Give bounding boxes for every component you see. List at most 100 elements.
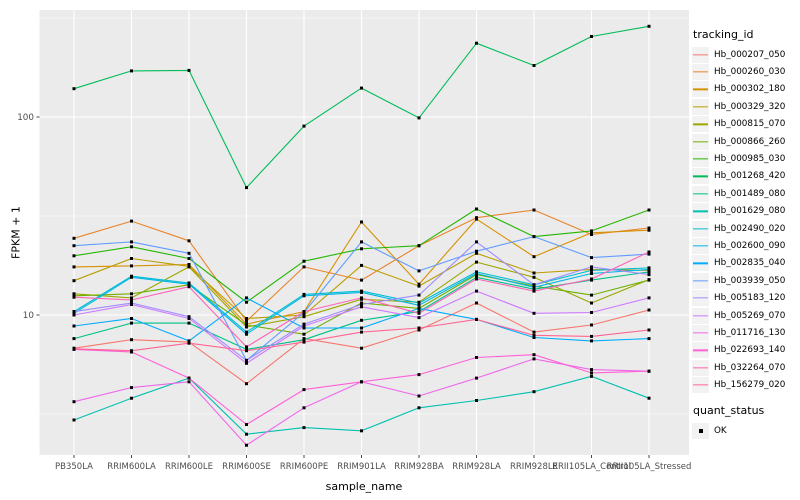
data-point [647,270,651,274]
x-tick-label: RRIM928LA [452,462,501,472]
legend-item: Hb_000866_260 [692,133,800,150]
legend-line-icon [693,88,708,91]
data-point [475,399,478,402]
legend-key-swatch [692,133,709,150]
data-point [245,382,248,386]
data-point [72,311,76,315]
data-point [245,358,248,362]
data-point [532,311,536,315]
y-axis-title: FPKM + 1 [9,206,23,259]
data-point [590,368,593,372]
data-point [417,116,421,120]
legend-item-label: Hb_000260_030 [714,67,786,78]
legend-item: Hb_002490_020 [692,220,800,237]
data-point [647,250,651,254]
data-point [245,325,248,329]
data-point [532,235,536,239]
data-point [302,124,306,128]
legend-item-label: Hb_032264_070 [714,362,786,373]
data-point [130,298,133,302]
legend-key-swatch [692,81,709,98]
data-point [72,324,76,328]
data-point [302,265,306,269]
legend-item: Hb_022693_140 [692,342,800,359]
x-tick-label: RRII105LA_Stressed [607,462,692,472]
legend-line-icon [693,210,708,212]
legend-item-label: Hb_002600_090 [714,240,786,251]
data-point [647,308,651,312]
data-point [647,273,651,277]
data-point [475,356,478,359]
data-point [647,252,651,256]
x-tick-label: RRIM928BA [394,462,444,472]
data-point [130,386,133,390]
legend-item: Hb_000815_070 [692,116,800,133]
legend-quant-items: OK [692,422,800,439]
data-point [72,236,76,240]
x-axis-title: sample_name [325,480,403,493]
legend-item-label: Hb_005183_120 [714,293,786,304]
x-tick-label: RRII105LA_Control [552,462,631,472]
legend-item-label: Hb_011716_130 [714,327,786,338]
legend-line-icon [693,158,708,160]
data-point [590,265,593,269]
data-point [647,296,651,300]
x-tick-label: RRIM600LA [107,462,156,472]
legend-item: Hb_001629_080 [692,203,800,220]
legend-item: Hb_000302_180 [692,81,800,98]
data-point [130,264,133,268]
x-tick-label: RRIM600SE [222,462,271,472]
data-point [245,317,248,320]
data-point [130,338,133,342]
legend-item-label: Hb_000207_050 [714,49,786,60]
data-point [72,254,76,258]
data-point [302,340,306,344]
data-point [417,303,421,307]
data-point [72,400,76,404]
data-point [72,295,76,299]
data-point [245,186,248,190]
data-point [130,275,133,279]
legend-item-label: Hb_002835_040 [714,258,786,269]
legend-key-swatch [692,359,709,376]
legend-line-icon [693,123,708,125]
legend-key-swatch [692,98,709,115]
data-point [72,279,76,283]
data-point [245,361,248,365]
data-point [302,322,306,326]
data-point [417,373,421,377]
data-point [72,244,76,248]
legend-key-swatch [692,237,709,254]
legend-item-label: Hb_000866_260 [714,136,786,147]
data-point [417,282,421,286]
legend-item: Hb_002835_040 [692,255,800,272]
legend-key-swatch [692,46,709,63]
data-point [417,394,421,398]
data-point [475,249,478,253]
legend-key-swatch [692,151,709,168]
data-point [360,380,363,384]
data-point [647,328,651,332]
data-point [72,418,76,422]
legend-key-swatch [692,220,709,237]
data-point [245,345,248,349]
data-point [245,443,248,447]
legend-item: Hb_005269_070 [692,307,800,324]
data-point [72,292,76,296]
legend-items: Hb_000207_050 Hb_000260_030 Hb_000302_180 H… [692,46,800,394]
data-point [532,255,536,259]
data-point [417,326,421,330]
data-point [590,371,593,375]
data-point [130,303,133,306]
data-point [130,321,133,325]
data-point [532,333,536,337]
legend-quant-item: OK [692,422,800,439]
data-point [590,311,593,314]
legend-key-swatch [692,272,709,289]
data-point [532,390,536,394]
data-point [187,321,191,325]
legend-line-icon [693,227,708,230]
data-point [590,334,593,338]
data-point [302,313,306,317]
